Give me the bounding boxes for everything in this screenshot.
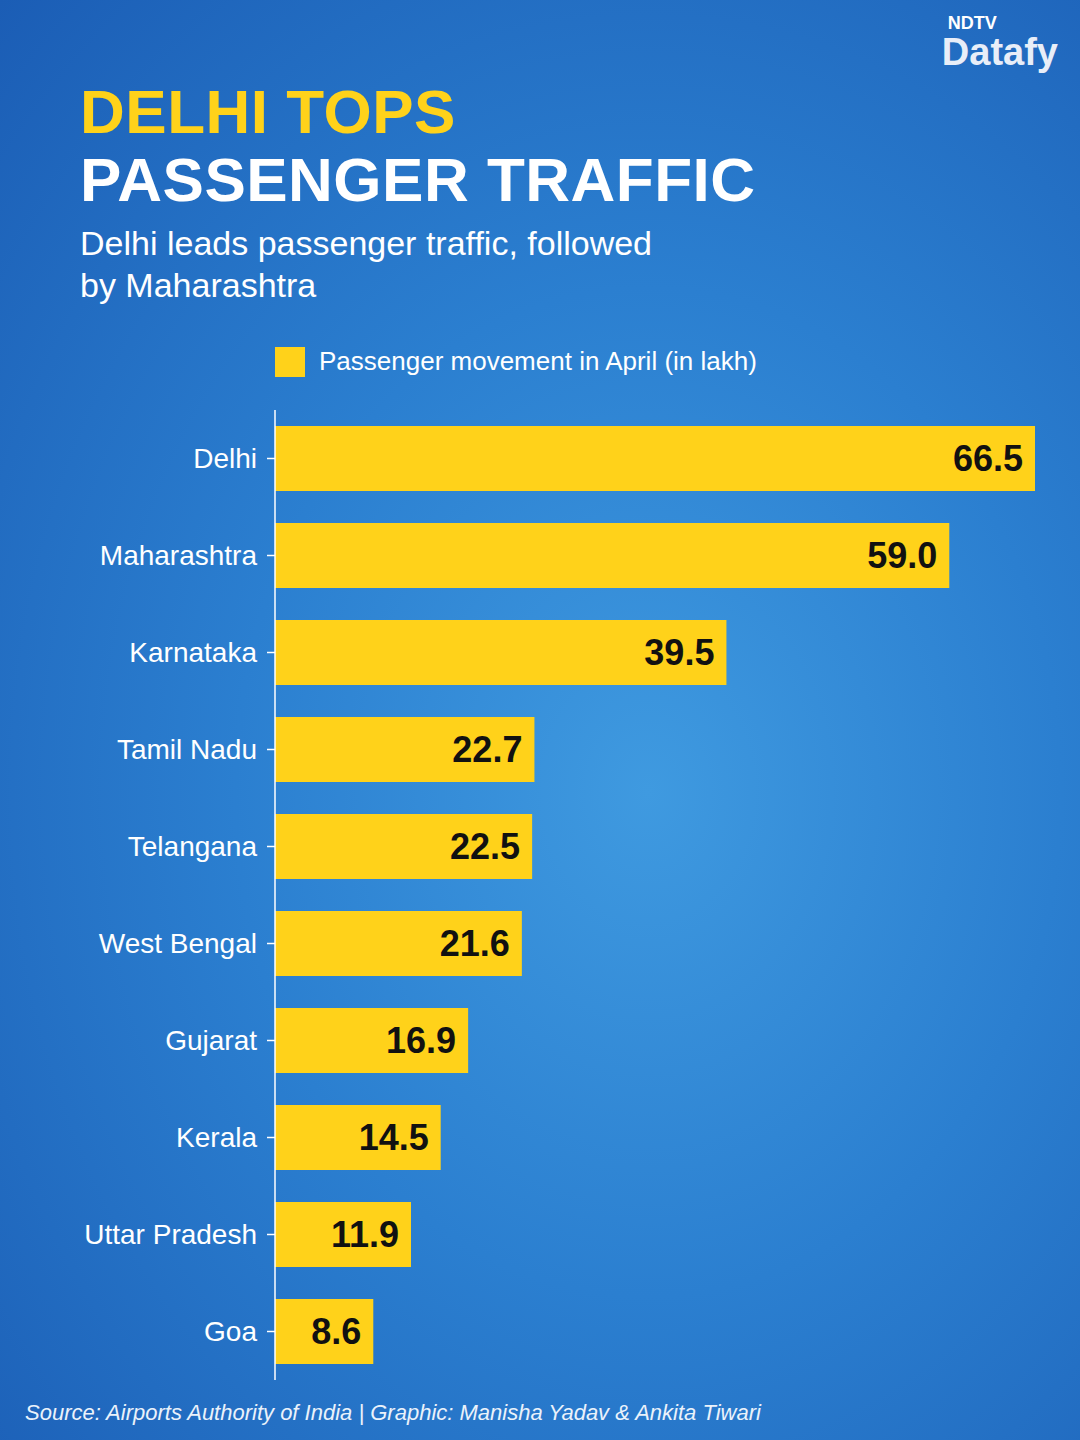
svg-text:Goa: Goa (204, 1316, 257, 1347)
svg-text:Gujarat: Gujarat (165, 1025, 257, 1056)
html-text:NDTV: NDTV (947, 13, 997, 33)
svg-text:14.5: 14.5 (359, 1117, 429, 1158)
svg-text:Tamil Nadu: Tamil Nadu (117, 734, 257, 765)
svg-text:21.6: 21.6 (440, 923, 510, 964)
svg-text:22.5: 22.5 (450, 826, 520, 867)
html-text:Delhi leads passenger traffic,: Delhi leads passenger traffic, followed … (80, 224, 652, 304)
svg-text:8.6: 8.6 (311, 1311, 361, 1352)
svg-text:11.9: 11.9 (331, 1214, 399, 1255)
html-text:PASSENGER TRAFFIC: PASSENGER TRAFFIC (80, 145, 756, 214)
svg-text:Telangana: Telangana (128, 831, 258, 862)
html-text:Datafy: Datafy (941, 31, 1058, 73)
svg-text:59.0: 59.0 (867, 535, 937, 576)
html-text:DELHI TOPS: DELHI TOPS (80, 77, 456, 146)
svg-text:West Bengal: West Bengal (99, 928, 257, 959)
html-text:Passenger movement in April (i: Passenger movement in April (in lakh) (319, 346, 757, 376)
svg-text:16.9: 16.9 (386, 1020, 456, 1061)
svg-text:Maharashtra: Maharashtra (100, 540, 258, 571)
svg-text:Kerala: Kerala (176, 1122, 257, 1153)
svg-text:Delhi: Delhi (193, 443, 257, 474)
svg-text:39.5: 39.5 (644, 632, 714, 673)
svg-text:Uttar Pradesh: Uttar Pradesh (84, 1219, 257, 1250)
html-text:Source: Airports Authority of: Source: Airports Authority of India | Gr… (25, 1400, 761, 1425)
svg-text:Karnataka: Karnataka (129, 637, 257, 668)
svg-text:66.5: 66.5 (953, 438, 1023, 479)
svg-text:22.7: 22.7 (452, 729, 522, 770)
